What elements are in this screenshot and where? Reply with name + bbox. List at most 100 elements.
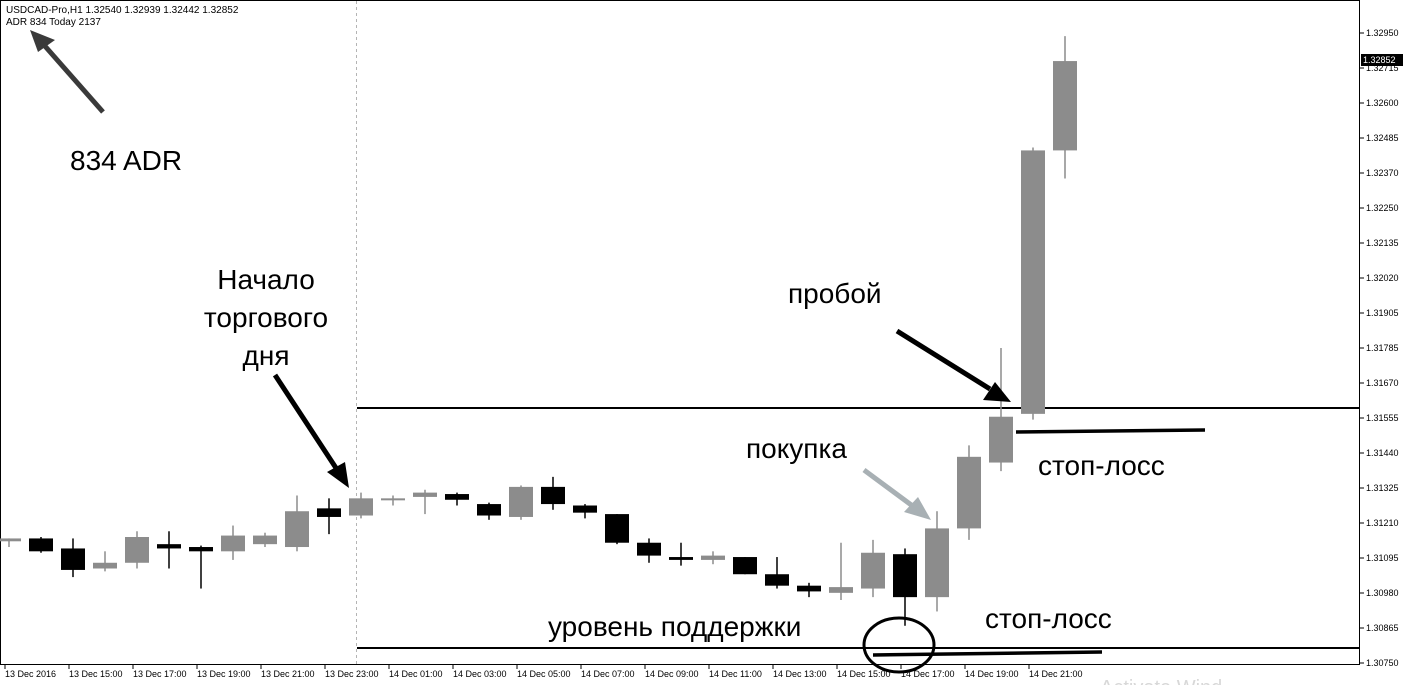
stop-loss-line-bottom bbox=[872, 650, 1103, 657]
x-tick-label-9: 14 Dec 07:00 bbox=[581, 669, 635, 679]
breakout-annotation: пробой bbox=[788, 278, 882, 309]
x-tick-label-16: 14 Dec 21:00 bbox=[1029, 669, 1083, 679]
candle-body-32 bbox=[1021, 150, 1045, 414]
y-tick-label-10: 1.31670 bbox=[1366, 378, 1399, 388]
candle-22 bbox=[701, 551, 725, 565]
candle-body-13 bbox=[413, 492, 437, 497]
current-price-label: 1.32852 bbox=[1363, 55, 1396, 65]
adr-arrow bbox=[30, 30, 105, 114]
candle-body-28 bbox=[893, 554, 917, 598]
adr-annotation: 834 ADR bbox=[70, 145, 182, 176]
candle-body-1 bbox=[29, 538, 53, 552]
candle-0 bbox=[0, 538, 21, 548]
candle-body-25 bbox=[797, 585, 821, 592]
candle-body-14 bbox=[445, 494, 469, 500]
candle-body-17 bbox=[541, 486, 565, 505]
candle-body-21 bbox=[669, 557, 693, 560]
candle-body-6 bbox=[189, 547, 213, 552]
candle-4 bbox=[125, 531, 149, 569]
candle-17 bbox=[541, 476, 565, 510]
candle-25 bbox=[797, 582, 821, 598]
x-tick-label-12: 14 Dec 13:00 bbox=[773, 669, 827, 679]
candle-27 bbox=[861, 539, 885, 598]
x-tick-label-14: 14 Dec 17:00 bbox=[901, 669, 955, 679]
candle-10 bbox=[317, 498, 341, 535]
stop-loss-annotation-bottom: стоп-лосс bbox=[985, 603, 1112, 634]
candle-body-4 bbox=[125, 537, 149, 563]
candle-16 bbox=[509, 485, 533, 520]
candle-6 bbox=[189, 545, 213, 589]
x-tick-label-10: 14 Dec 09:00 bbox=[645, 669, 699, 679]
candle-body-24 bbox=[765, 574, 789, 586]
x-tick-label-6: 14 Dec 01:00 bbox=[389, 669, 443, 679]
candle-body-30 bbox=[957, 456, 981, 529]
watermark: Activate Wind bbox=[1100, 677, 1222, 685]
candle-26 bbox=[829, 542, 853, 600]
y-tick-label-8: 1.31905 bbox=[1366, 308, 1399, 318]
candles-group bbox=[0, 36, 1077, 626]
x-tick-label-0: 13 Dec 2016 bbox=[5, 669, 56, 679]
candle-body-31 bbox=[989, 416, 1013, 463]
adr-indicator-info: ADR 834 Today 2137 bbox=[6, 17, 101, 28]
candle-29 bbox=[925, 511, 949, 612]
candle-23 bbox=[733, 557, 757, 575]
time-axis[interactable]: 13 Dec 2016 13 Dec 15:00 13 Dec 17:00 13 De… bbox=[4, 664, 1083, 679]
y-tick-label-5: 1.32250 bbox=[1366, 203, 1399, 213]
candle-body-0 bbox=[0, 538, 21, 542]
candle-body-10 bbox=[317, 508, 341, 517]
price-axis[interactable]: 1.32950 1.32715 1.32600 1.32485 1.32370 1.322… bbox=[1360, 28, 1399, 668]
candle-body-3 bbox=[93, 562, 117, 569]
candle-body-22 bbox=[701, 555, 725, 560]
y-tick-label-16: 1.30980 bbox=[1366, 588, 1399, 598]
x-tick-label-5: 13 Dec 23:00 bbox=[325, 669, 379, 679]
buy-annotation: покупка bbox=[746, 433, 847, 464]
current-price-tag: 1.32852 bbox=[1361, 54, 1403, 66]
y-tick-label-18: 1.30750 bbox=[1366, 658, 1399, 668]
x-tick-label-8: 14 Dec 05:00 bbox=[517, 669, 571, 679]
x-tick-label-15: 14 Dec 19:00 bbox=[965, 669, 1019, 679]
y-tick-label-11: 1.31555 bbox=[1366, 413, 1399, 423]
y-tick-label-14: 1.31210 bbox=[1366, 518, 1399, 528]
y-tick-label-4: 1.32370 bbox=[1366, 168, 1399, 178]
candle-8 bbox=[253, 532, 277, 548]
candle-15 bbox=[477, 502, 501, 520]
candle-1 bbox=[29, 537, 53, 553]
candle-13 bbox=[413, 489, 437, 515]
candle-body-20 bbox=[637, 542, 661, 556]
candle-12 bbox=[381, 495, 405, 506]
candle-body-11 bbox=[349, 498, 373, 516]
x-tick-label-1: 13 Dec 15:00 bbox=[69, 669, 123, 679]
session-start-arrow bbox=[272, 373, 349, 488]
candle-body-12 bbox=[381, 498, 405, 501]
candle-body-26 bbox=[829, 587, 853, 593]
y-tick-label-12: 1.31440 bbox=[1366, 448, 1399, 458]
candle-19 bbox=[605, 514, 629, 545]
candle-body-7 bbox=[221, 535, 245, 552]
y-tick-label-1: 1.32715 bbox=[1366, 63, 1399, 73]
session-start-line-2: торгового bbox=[204, 302, 328, 333]
candle-body-33 bbox=[1053, 61, 1077, 151]
candle-30 bbox=[957, 445, 981, 540]
x-tick-label-2: 13 Dec 17:00 bbox=[133, 669, 187, 679]
breakout-arrow bbox=[895, 328, 1011, 402]
x-tick-label-11: 14 Dec 11:00 bbox=[709, 669, 762, 679]
y-tick-label-7: 1.32020 bbox=[1366, 273, 1399, 283]
candle-body-16 bbox=[509, 486, 533, 517]
support-level-annotation: уровень поддержки bbox=[548, 611, 801, 642]
candle-31 bbox=[989, 348, 1013, 472]
candle-body-27 bbox=[861, 552, 885, 589]
candle-body-19 bbox=[605, 514, 629, 543]
x-tick-label-7: 14 Dec 03:00 bbox=[453, 669, 507, 679]
y-tick-label-17: 1.30865 bbox=[1366, 623, 1399, 633]
session-start-line-3: дня bbox=[243, 340, 290, 371]
candle-14 bbox=[445, 492, 469, 506]
candle-body-18 bbox=[573, 505, 597, 513]
plot-frame bbox=[0, 0, 1360, 665]
x-tick-label-4: 13 Dec 21:00 bbox=[261, 669, 315, 679]
candle-2 bbox=[61, 538, 85, 578]
candle-9 bbox=[285, 495, 309, 552]
candle-33 bbox=[1053, 36, 1077, 179]
y-tick-label-6: 1.32135 bbox=[1366, 238, 1399, 248]
y-tick-label-2: 1.32600 bbox=[1366, 98, 1399, 108]
